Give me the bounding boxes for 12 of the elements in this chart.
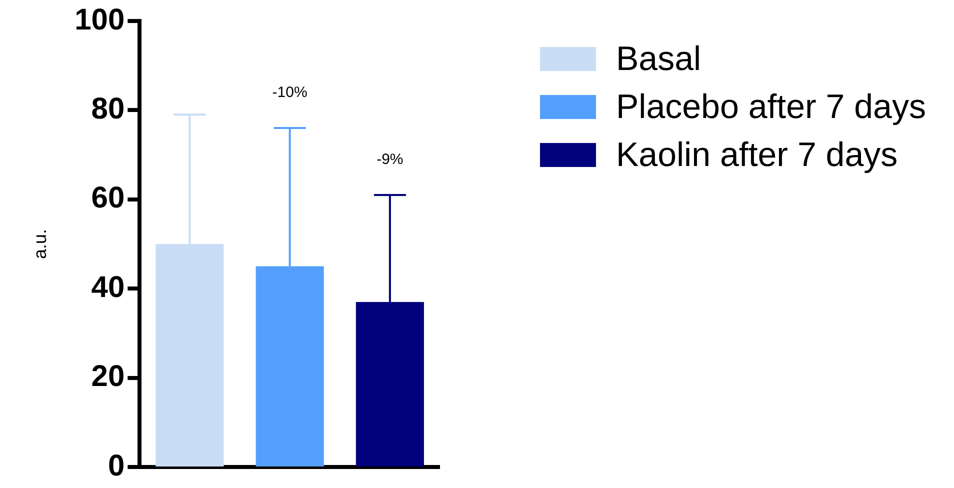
y-axis-title: a.u. bbox=[30, 228, 50, 260]
legend-label: Basal bbox=[616, 40, 702, 78]
annotation: -10% bbox=[272, 84, 308, 102]
annotation: -9% bbox=[376, 151, 404, 168]
legend-label: Kaolin after 7 days bbox=[616, 136, 898, 174]
y-tick-label: 100 bbox=[74, 3, 125, 36]
y-tick-label: 40 bbox=[91, 270, 125, 304]
y-tick-label: 60 bbox=[91, 182, 125, 215]
y-tick-label: 20 bbox=[91, 360, 125, 394]
legend-label: Placebo after 7 days bbox=[616, 88, 926, 126]
y-tick-label: 0 bbox=[108, 449, 125, 482]
y-tick-label: 80 bbox=[91, 92, 125, 126]
